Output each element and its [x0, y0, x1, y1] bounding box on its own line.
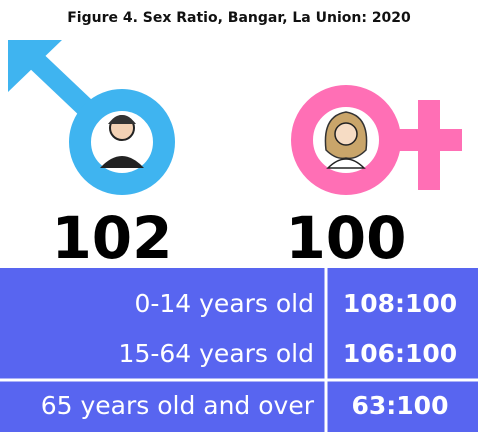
- ratio: 63:100: [352, 391, 449, 420]
- female-symbol: [291, 85, 462, 195]
- male-ratio: 102: [51, 204, 172, 272]
- age-group: 65 years old and over: [41, 391, 315, 420]
- age-group: 0-14 years old: [134, 289, 314, 318]
- male-symbol: [8, 40, 175, 195]
- table-background: [0, 268, 478, 432]
- title: Figure 4. Sex Ratio, Bangar, La Union: 2…: [67, 10, 411, 26]
- ratio: 106:100: [343, 339, 457, 368]
- age-group: 15-64 years old: [119, 339, 314, 368]
- ratio: 108:100: [343, 289, 457, 318]
- female-ratio: 100: [285, 204, 406, 272]
